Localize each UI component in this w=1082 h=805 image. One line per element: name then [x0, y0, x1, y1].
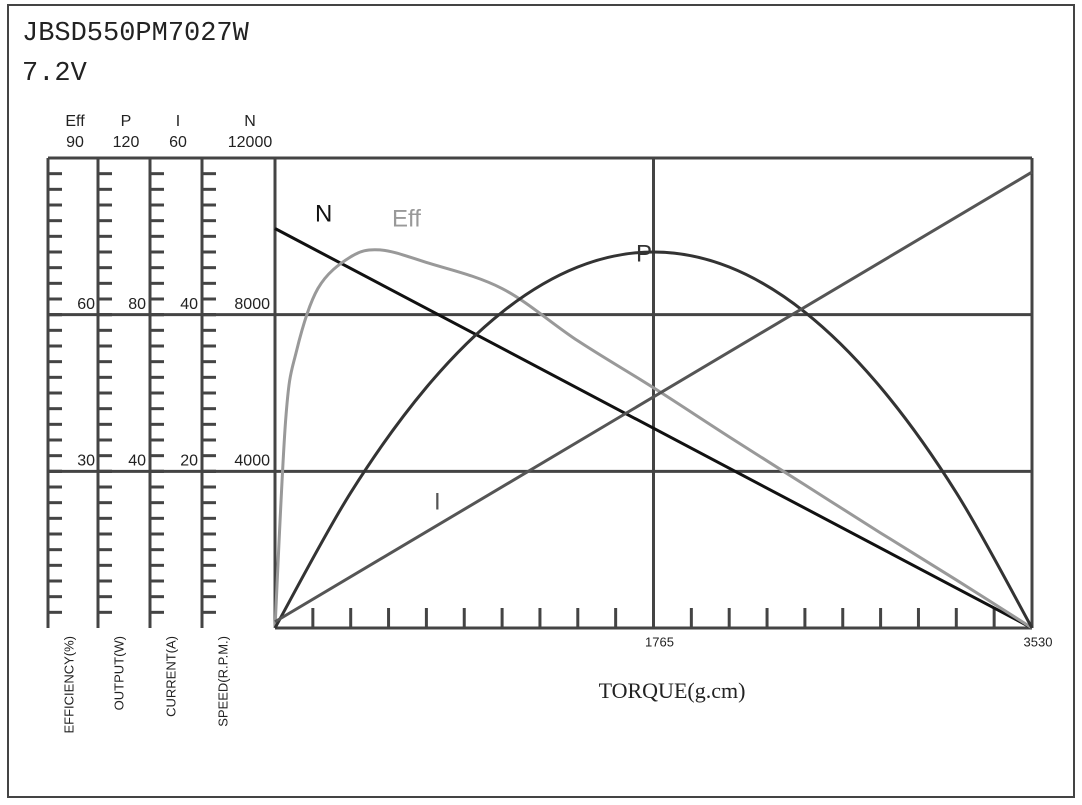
- y-tick-label: 120: [113, 134, 140, 151]
- y-tick-label: 4000: [234, 453, 270, 470]
- y-axis-name: Eff: [65, 113, 85, 130]
- y-axis-name: P: [121, 113, 132, 130]
- series-line: [273, 250, 1034, 629]
- series-label: Eff: [392, 205, 421, 232]
- chart-title: JBSD550PM7027W: [22, 19, 250, 49]
- y-tick-label: 40: [180, 296, 198, 313]
- y-tick-label: 12000: [228, 134, 273, 151]
- series-label: I: [434, 488, 441, 515]
- y-axis-title: EFFICIENCY(%): [61, 636, 76, 734]
- x-axis-title: TORQUE(g.cm): [599, 678, 746, 703]
- y-tick-label: 80: [128, 296, 146, 313]
- y-tick-label: 60: [169, 134, 187, 151]
- x-tick-label: 3530: [1024, 634, 1053, 649]
- frame: [7, 4, 1075, 798]
- y-tick-label: 30: [77, 453, 95, 470]
- y-tick-label: 20: [180, 453, 198, 470]
- series-line: [274, 170, 1033, 624]
- y-axis-title: CURRENT(A): [163, 636, 178, 717]
- y-axis-title: SPEED(R.P.M.): [215, 636, 230, 727]
- y-tick-label: 40: [128, 453, 146, 470]
- y-axis-name: N: [244, 113, 256, 130]
- x-tick-label: 1765: [645, 634, 674, 649]
- series-line: [274, 227, 1033, 630]
- y-tick-label: 8000: [234, 296, 270, 313]
- chart-subtitle: 7.2V: [22, 59, 88, 89]
- series-label: P: [636, 240, 652, 267]
- y-tick-label: 90: [66, 134, 84, 151]
- series-line: [273, 248, 1033, 630]
- y-axis-name: I: [176, 113, 180, 130]
- series-label: N: [315, 200, 332, 227]
- y-axis-title: OUTPUT(W): [111, 636, 126, 710]
- y-tick-label: 60: [77, 296, 95, 313]
